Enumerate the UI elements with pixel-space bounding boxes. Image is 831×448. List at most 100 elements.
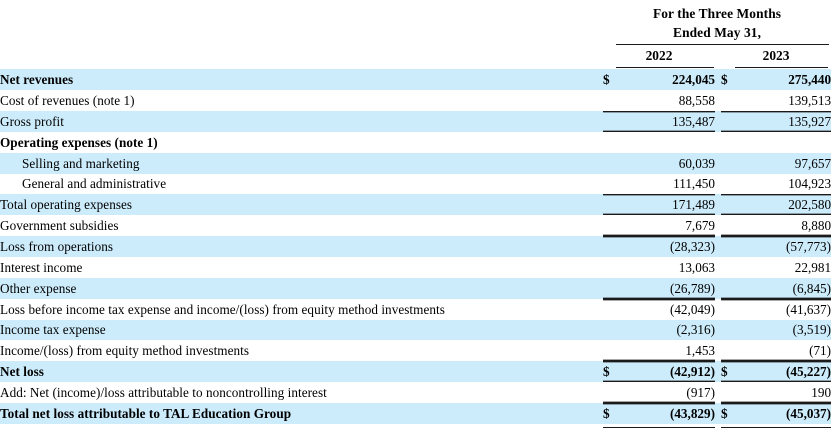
value-2023: 97,657	[794, 155, 831, 171]
value-2022: 171,489	[623, 194, 715, 215]
currency-symbol-2023: $	[721, 361, 741, 382]
value-2023: 135,927	[741, 111, 831, 132]
table-row: Income/(loss) from equity method investm…	[0, 340, 831, 362]
value-2022: 60,039	[678, 155, 715, 171]
year-rule-cell-2022	[603, 64, 715, 69]
currency-symbol-2022	[603, 111, 623, 132]
double-rule	[623, 426, 715, 428]
header-title-row: For the Three Months Ended May 31,	[0, 0, 831, 42]
row-label: Add: Net (income)/loss attributable to n…	[0, 384, 327, 400]
row-label: General and administrative	[22, 176, 167, 192]
double-rule	[741, 426, 831, 428]
currency-symbol-2023	[721, 90, 741, 111]
header-rule-row	[0, 42, 831, 46]
income-statement-table: For the Three Months Ended May 31, 2022 …	[0, 0, 831, 428]
currency-symbol-2023	[721, 382, 741, 403]
value-2022: (26,789)	[623, 278, 715, 299]
row-label: Total operating expenses	[0, 197, 133, 213]
double-rule	[603, 426, 623, 428]
table-row: Net loss $ (42,912) $ (45,227)	[0, 361, 831, 383]
value-2022: 88,558	[678, 93, 715, 109]
value-2023: 202,580	[741, 194, 831, 215]
double-rule	[721, 426, 741, 428]
currency-symbol-2022	[603, 278, 623, 299]
value-2022: (43,829)	[623, 403, 715, 428]
value-2023: 139,513	[788, 93, 831, 109]
currency-symbol-2022: $	[603, 361, 623, 382]
row-label: Other expense	[0, 280, 77, 296]
value-2022: 1,453	[623, 340, 715, 361]
currency-symbol-2022	[603, 174, 623, 195]
value-2022: (42,912)	[623, 361, 715, 382]
value-2023: 8,880	[741, 215, 831, 236]
value-2023: 104,923	[788, 176, 831, 192]
value-2023: (57,773)	[741, 236, 831, 257]
table-row: Other expense (26,789) (6,845)	[0, 277, 831, 299]
currency-symbol-2023	[721, 299, 741, 320]
currency-symbol-2022	[603, 382, 623, 403]
currency-symbol-2022	[603, 299, 623, 320]
currency-symbol-2022: $	[603, 403, 623, 428]
currency-symbol-2022	[603, 320, 623, 341]
currency-symbol-2023	[721, 153, 741, 174]
row-label: Interest income	[0, 259, 83, 275]
currency-symbol-2023	[721, 174, 741, 195]
value-2022	[623, 132, 715, 153]
period-header: For the Three Months Ended May 31,	[603, 0, 831, 42]
table-row: Loss from operations (28,323) (57,773)	[0, 236, 831, 257]
header-rule	[616, 43, 830, 45]
year-rule-row	[0, 64, 831, 69]
row-label: Operating expenses (note 1)	[0, 134, 158, 150]
value-2022: 7,679	[623, 215, 715, 236]
value-2022: 111,450	[673, 176, 715, 192]
row-label: Cost of revenues (note 1)	[0, 93, 135, 109]
value-2023	[741, 132, 831, 153]
value-2023: 275,440	[788, 72, 831, 88]
row-label: Total net loss attributable to TAL Educa…	[0, 405, 292, 421]
year-rule-2023	[735, 67, 829, 69]
value-2023: (45,227)	[741, 361, 831, 382]
year-rule-2022	[616, 67, 714, 69]
row-label: Gross profit	[0, 113, 64, 129]
currency-symbol-2022	[603, 236, 623, 257]
table-row: Add: Net (income)/loss attributable to n…	[0, 382, 831, 403]
period-header-line2: Ended May 31,	[673, 24, 762, 40]
value-2022: (917)	[623, 382, 715, 403]
value-2023: 190	[741, 382, 831, 403]
currency-symbol-2022	[603, 257, 623, 278]
header-spacer	[0, 0, 603, 42]
value-2023: (6,845)	[741, 278, 831, 299]
currency-symbol-2023	[721, 236, 741, 257]
value-2022: (42,049)	[623, 299, 715, 320]
table-row: Total operating expenses 171,489 202,580	[0, 194, 831, 216]
currency-symbol-2022	[603, 153, 623, 174]
table-row: Gross profit 135,487 135,927	[0, 111, 831, 132]
currency-symbol-2022: $	[603, 72, 610, 88]
value-2022: 224,045	[672, 72, 715, 88]
row-label: Income/(loss) from equity method investm…	[0, 343, 250, 359]
row-label: Selling and marketing	[22, 155, 140, 171]
year-row-spacer	[0, 46, 603, 64]
table-row: Loss before income tax expense and incom…	[0, 298, 831, 320]
currency-symbol-2023	[721, 320, 741, 341]
currency-symbol-2022	[603, 90, 623, 111]
table-row: Cost of revenues (note 1) 88,558 139,513	[0, 90, 831, 112]
table-row: Operating expenses (note 1)	[0, 131, 831, 153]
row-label: Income tax expense	[0, 322, 106, 338]
header-rule-cell	[603, 42, 831, 46]
value-2022: (2,316)	[676, 322, 715, 338]
column-header-2022: 2022	[645, 48, 673, 63]
header-year-row: 2022 2023	[0, 46, 831, 64]
column-header-2023: 2023	[762, 48, 790, 63]
value-2023: 22,981	[794, 259, 831, 275]
table-header: For the Three Months Ended May 31, 2022 …	[0, 0, 831, 69]
currency-symbol-2022	[603, 215, 623, 236]
row-label: Net revenues	[0, 72, 74, 88]
period-header-line1: For the Three Months	[652, 6, 782, 21]
currency-symbol-2023	[721, 111, 741, 132]
row-label: Government subsidies	[0, 218, 119, 234]
currency-symbol-2023	[721, 257, 741, 278]
value-2023: (3,519)	[792, 322, 831, 338]
row-label: Loss from operations	[0, 238, 114, 254]
